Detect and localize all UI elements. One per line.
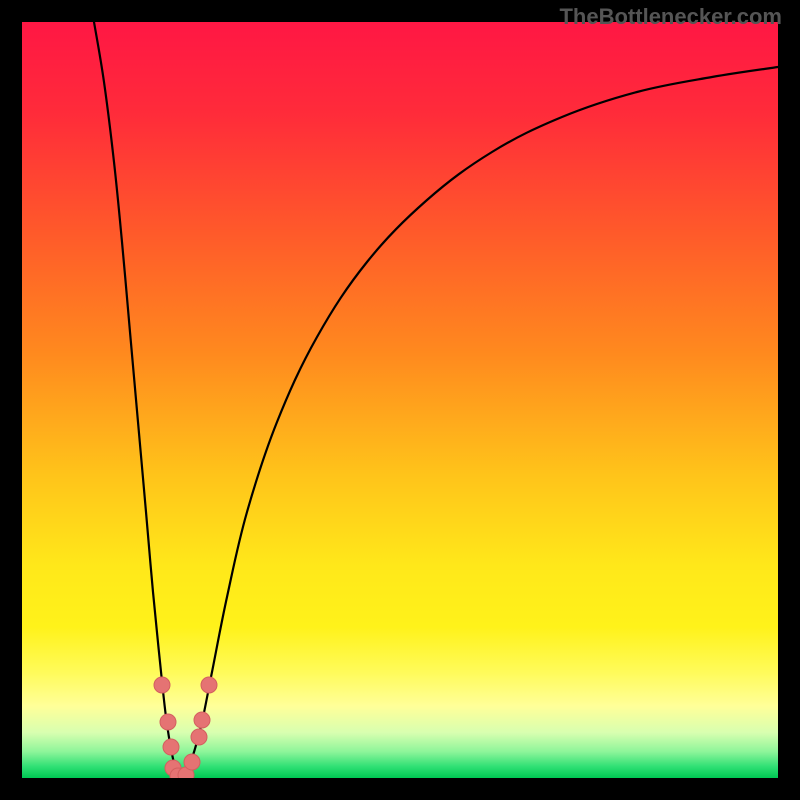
marker-point xyxy=(191,729,207,745)
curve-left-branch xyxy=(94,22,182,778)
curve-overlay xyxy=(22,22,778,778)
marker-point xyxy=(154,677,170,693)
marker-point xyxy=(201,677,217,693)
marker-point xyxy=(163,739,179,755)
marker-point xyxy=(184,754,200,770)
marker-point xyxy=(194,712,210,728)
watermark-text: TheBottlenecker.com xyxy=(559,4,782,30)
chart-plot-area xyxy=(22,22,778,778)
curve-right-branch xyxy=(182,67,778,778)
marker-point xyxy=(160,714,176,730)
